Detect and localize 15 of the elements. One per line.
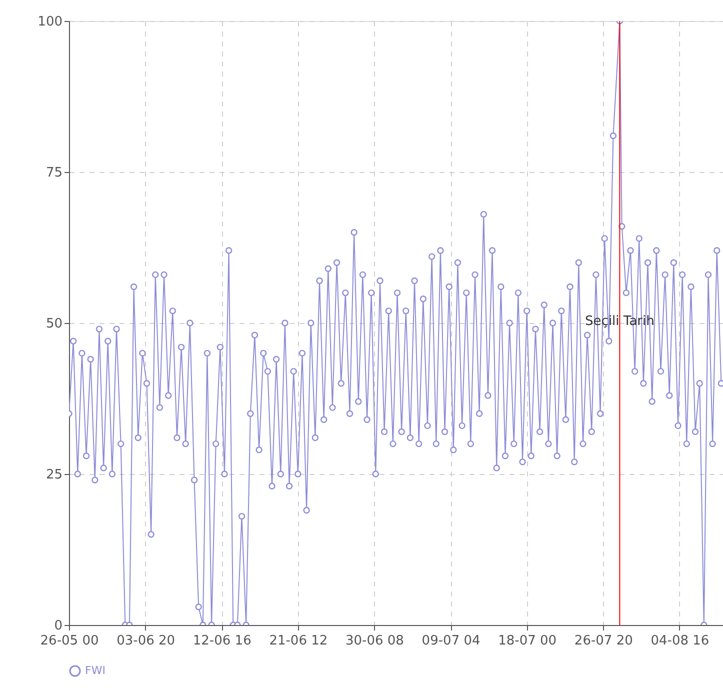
x-tick-label: 26-05 00 [40,634,99,648]
x-tick-label: 09-07 04 [422,634,480,648]
x-tick-label: 12-06 16 [192,634,252,648]
y-tick-label: 50 [46,316,62,332]
legend-label: FWI [85,664,106,677]
x-tick-label: 18-07 00 [498,634,557,648]
y-tick-label: 0 [54,618,62,634]
y-tick-label: 25 [46,468,62,482]
x-tick-label: 26-07 20 [574,634,633,648]
x-tick-label: 21-06 12 [269,634,328,648]
y-tick-label: 100 [38,14,62,30]
x-tick-label: 30-06 08 [345,634,404,648]
x-tick-label: 04-08 16 [650,634,710,648]
y-tick-label: 75 [46,166,62,180]
x-tick-label: 03-06 20 [116,634,176,648]
